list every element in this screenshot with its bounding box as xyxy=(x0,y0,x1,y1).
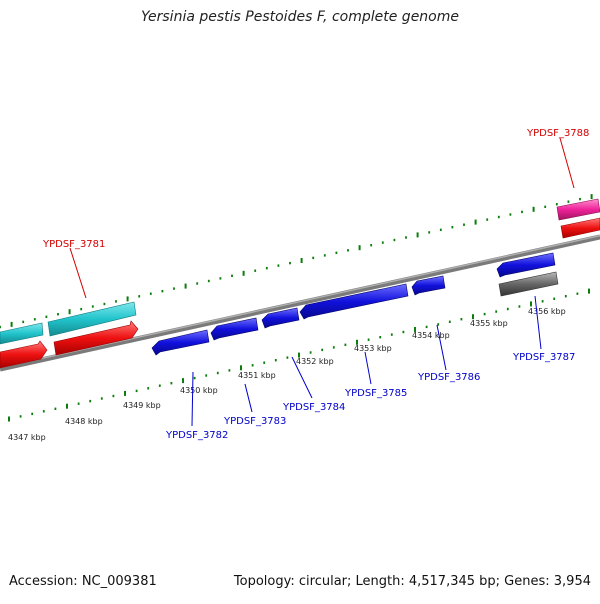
gene-label-ypdsf-3788[interactable]: YPDSF_3788 xyxy=(526,128,589,139)
genome-backbone xyxy=(0,234,600,372)
leader-line xyxy=(559,137,575,189)
scale-label: 4350 kbp xyxy=(180,386,218,395)
genome-title: Yersinia pestis Pestoides F, complete ge… xyxy=(141,9,459,25)
gene-arrow-ypdsf-3783[interactable] xyxy=(210,317,259,341)
gene-label-ypdsf-3786[interactable]: YPDSF_3786 xyxy=(417,372,480,383)
scale-label: 4352 kbp xyxy=(296,357,334,366)
gene-label-ypdsf-3781[interactable]: YPDSF_3781 xyxy=(42,239,105,250)
gene-arrow-ypdsf-3784a[interactable] xyxy=(261,307,300,329)
scale-label: 4351 kbp xyxy=(238,371,276,380)
gene-label-ypdsf-3783[interactable]: YPDSF_3783 xyxy=(223,416,286,427)
red-feature-far-right[interactable] xyxy=(560,217,600,239)
leader-line xyxy=(436,324,447,371)
cyan-feature-left[interactable] xyxy=(0,322,44,345)
forward-label-ypdsf-3788-group: YPDSF_3788 xyxy=(526,128,589,189)
red-feature-left[interactable] xyxy=(0,340,48,369)
forward-features xyxy=(0,198,600,369)
gene-arrow-ypdsf-3786[interactable] xyxy=(411,275,446,296)
scale-label: 4348 kbp xyxy=(65,417,103,426)
leader-line xyxy=(364,351,372,385)
reverse-features xyxy=(151,252,559,356)
gene-label-ypdsf-3782[interactable]: YPDSF_3782 xyxy=(165,430,228,441)
genome-backbone-highlight xyxy=(0,234,600,369)
scale-label: 4356 kbp xyxy=(528,307,566,316)
forward-label-ypdsf-3781-group: YPDSF_3781 xyxy=(42,239,105,299)
magenta-feature[interactable] xyxy=(556,198,600,221)
grey-feature[interactable] xyxy=(498,271,559,297)
cyan-feature-right[interactable] xyxy=(47,301,137,337)
reverse-labels: YPDSF_3782 YPDSF_3783 YPDSF_3784 YPDSF_3… xyxy=(165,295,575,441)
gene-arrow-ypdsf-3784b[interactable] xyxy=(299,283,409,320)
gene-label-ypdsf-3784[interactable]: YPDSF_3784 xyxy=(282,402,345,413)
forward-tick-row xyxy=(0,194,593,329)
scale-label: 4355 kbp xyxy=(470,319,508,328)
leader-line xyxy=(191,371,194,427)
scale-tick-row xyxy=(8,288,590,422)
red-feature-right[interactable] xyxy=(53,320,139,356)
scale-label: 4347 kbp xyxy=(8,433,46,442)
genome-summary-text: Topology: circular; Length: 4,517,345 bp… xyxy=(233,574,591,589)
gene-arrow-ypdsf-3782[interactable] xyxy=(151,329,210,356)
gene-label-ypdsf-3785[interactable]: YPDSF_3785 xyxy=(344,388,407,399)
scale-label: 4353 kbp xyxy=(354,344,392,353)
scale-label: 4349 kbp xyxy=(123,401,161,410)
leader-line xyxy=(291,356,313,399)
leader-line xyxy=(244,383,253,413)
accession-text: Accession: NC_009381 xyxy=(9,574,157,589)
gene-label-ypdsf-3787[interactable]: YPDSF_3787 xyxy=(512,352,575,363)
scale-label: 4354 kbp xyxy=(412,331,450,340)
leader-line xyxy=(534,295,542,350)
leader-line xyxy=(69,247,87,299)
scale-labels: 4347 kbp 4348 kbp 4349 kbp 4350 kbp 4351… xyxy=(8,307,566,442)
gene-arrow-ypdsf-3787[interactable] xyxy=(496,252,556,278)
